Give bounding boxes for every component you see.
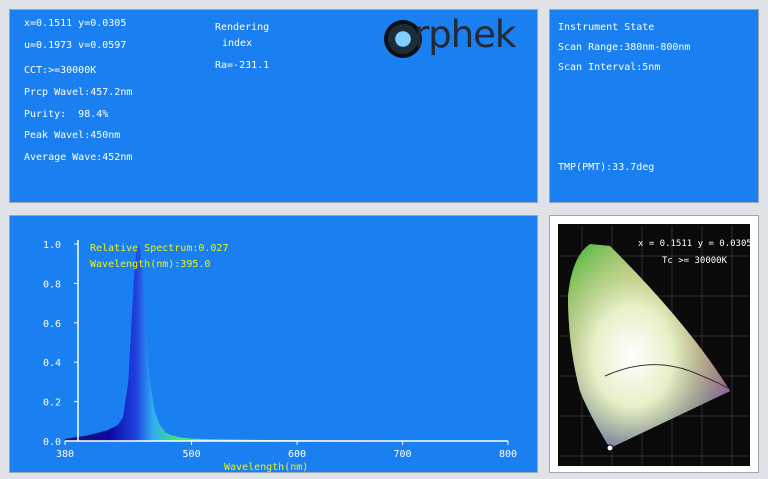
cie-coord-label: x = 0.1511 y = 0.0305 (638, 239, 752, 249)
prcp-wavelength: Prcp Wavel:457.2nm (24, 87, 133, 98)
spectrum-panel: 380 500 600 700 800 0.0 0.2 0.4 0.6 0.8 1.0 Relati… (9, 215, 538, 473)
spectrum-series-area (65, 244, 508, 441)
planckian-locus (604, 364, 729, 389)
index-label: index (222, 38, 253, 49)
scan-interval: Scan Interval:5nm (558, 62, 661, 73)
instrument-title: Instrument State (558, 22, 655, 33)
y-tick-label: 0.0 (43, 437, 61, 448)
spectrum-area-layer (65, 244, 508, 441)
cie-diagram-panel: x = 0.1511 y = 0.0305 Tc >= 30000K (549, 215, 759, 473)
x-tick-label: 800 (499, 449, 517, 460)
instrument-state-panel: Instrument State Scan Range:380nm-800nm … (549, 9, 759, 203)
pmt-temperature: TMP(PMT):33.7deg (558, 162, 655, 173)
purity-value: Purity: 98.4% (24, 109, 109, 120)
y-tick-label: 0.8 (43, 279, 61, 290)
cie-horseshoe-white (568, 244, 730, 448)
ra-value: Ra=-231.1 (215, 60, 270, 71)
logo-text: rphek (414, 13, 516, 56)
measurement-panel: x=0.1511 y=0.0305 u=0.1973 v=0.0597 CCT:… (9, 9, 538, 203)
y-tick-label: 0.2 (43, 398, 61, 409)
cct-value: CCT:>=30000K (24, 65, 97, 76)
orphek-logo: rphek (384, 13, 534, 60)
average-wavelength: Average Wave:452nm (24, 152, 133, 163)
spectrum-ticks: 380 500 600 700 800 0.0 0.2 0.4 0.6 0.8 1.0 (43, 240, 517, 460)
wavelength-readout: Wavelength(nm):395.0 (90, 259, 211, 270)
x-tick-label: 380 (56, 449, 74, 460)
relative-spectrum-readout: Relative Spectrum:0.027 (90, 243, 229, 254)
uv-coordinates: u=0.1973 v=0.0597 (24, 40, 127, 51)
y-tick-label: 0.4 (43, 358, 61, 369)
x-tick-label: 700 (393, 449, 411, 460)
x-axis-label: Wavelength(nm) (224, 462, 309, 473)
y-tick-label: 0.6 (43, 319, 61, 330)
cie-diagram: x = 0.1511 y = 0.0305 Tc >= 30000K (558, 224, 752, 466)
xy-coordinates: x=0.1511 y=0.0305 (24, 18, 127, 29)
spectrum-chart: 380 500 600 700 800 0.0 0.2 0.4 0.6 0.8 1.0 (43, 240, 517, 460)
spectrum-axes (65, 240, 508, 442)
rendering-label: Rendering (215, 22, 270, 33)
x-tick-label: 500 (183, 449, 201, 460)
peak-wavelength: Peak Wavel:450nm (24, 130, 121, 141)
logo-ring-icon (384, 20, 422, 58)
scan-range: Scan Range:380nm-800nm (558, 42, 691, 53)
x-tick-label: 600 (288, 449, 306, 460)
measured-point-marker (606, 444, 614, 452)
y-tick-label: 1.0 (43, 240, 61, 251)
cie-tc-label: Tc >= 30000K (662, 256, 728, 266)
